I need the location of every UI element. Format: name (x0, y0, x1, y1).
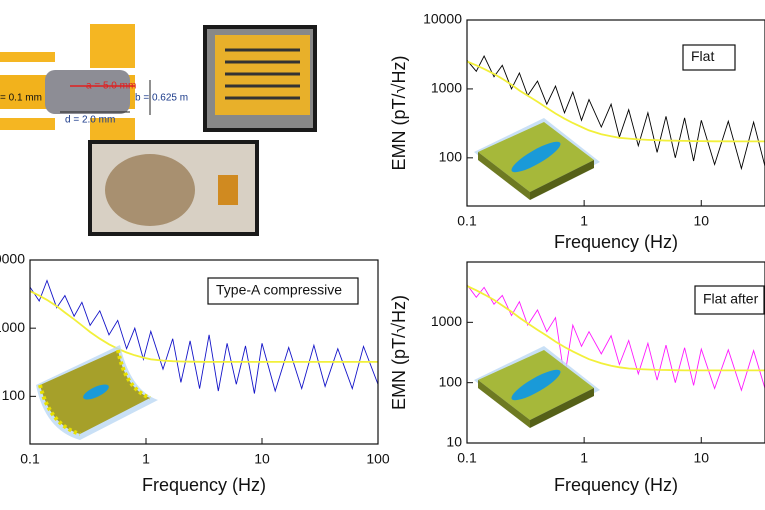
x-tick-label: 0.1 (457, 450, 477, 466)
annotation: Flat after (703, 291, 759, 307)
y-tick-label: 100 (439, 373, 463, 389)
plot-frame (466, 19, 765, 207)
x-tick-label: 0.1 (457, 213, 477, 229)
x-tick-label: 0.1 (20, 451, 40, 467)
sample-inset (36, 345, 158, 440)
y-tick-label: 10000 (423, 11, 462, 27)
sensor (511, 369, 561, 401)
x-tick-label: 10 (254, 451, 270, 467)
photo-inset (88, 25, 317, 236)
annotation-box (207, 277, 359, 305)
x-axis-label: Frequency (Hz) (554, 232, 678, 252)
schematic: = 0.1 mm a = 5.0 mm b = 0.625 m d = 2.0 … (0, 24, 188, 144)
sample-inset (474, 346, 600, 428)
sensor (83, 384, 109, 400)
y-tick-label: 1000 (431, 80, 462, 96)
x-axis-label: Frequency (Hz) (142, 475, 266, 495)
schematic-label: a = 5.0 mm (86, 81, 136, 92)
x-tick-label: 1 (580, 450, 588, 466)
slab-side (530, 160, 594, 200)
x-tick-label: 10 (693, 213, 709, 229)
y-tick-label: 100 (439, 149, 463, 165)
x-tick-label: 100 (366, 451, 390, 467)
schematic-label: = 0.1 mm (0, 93, 42, 104)
slab-edge (116, 349, 151, 400)
slab-side (478, 152, 530, 200)
fit-line (467, 285, 765, 372)
y-tick-label: 10 (446, 434, 462, 450)
annotation-box (682, 44, 736, 71)
schematic-label: d = 2.0 mm (65, 115, 115, 126)
x-axis-label: Frequency (Hz) (554, 475, 678, 495)
slab-side (478, 380, 530, 428)
x-tick-label: 1 (580, 213, 588, 229)
y-axis-label: EMN (pT/√Hz) (389, 56, 409, 171)
slab-side (530, 388, 594, 428)
plot-frame (29, 259, 379, 445)
y-tick-label: 1000 (0, 319, 25, 335)
fit-line (467, 60, 765, 143)
slab-edge (38, 384, 81, 436)
schematic-label: b = 0.625 m (135, 93, 188, 104)
annotation-box (694, 285, 765, 315)
x-tick-label: 1 (142, 451, 150, 467)
sample-inset (474, 118, 600, 200)
sensor (511, 141, 561, 173)
fit-line (30, 290, 378, 363)
x-tick-label: 10 (693, 450, 709, 466)
annotation: Flat (691, 48, 714, 64)
y-axis-label: EMN (pT/√Hz) (389, 295, 409, 410)
plot-frame (466, 261, 765, 444)
y-tick-label: 1000 (431, 313, 462, 329)
y-tick-label: 100 (2, 387, 26, 403)
annotation: Type-A compressive (216, 282, 342, 298)
y-tick-label: 10000 (0, 251, 25, 267)
